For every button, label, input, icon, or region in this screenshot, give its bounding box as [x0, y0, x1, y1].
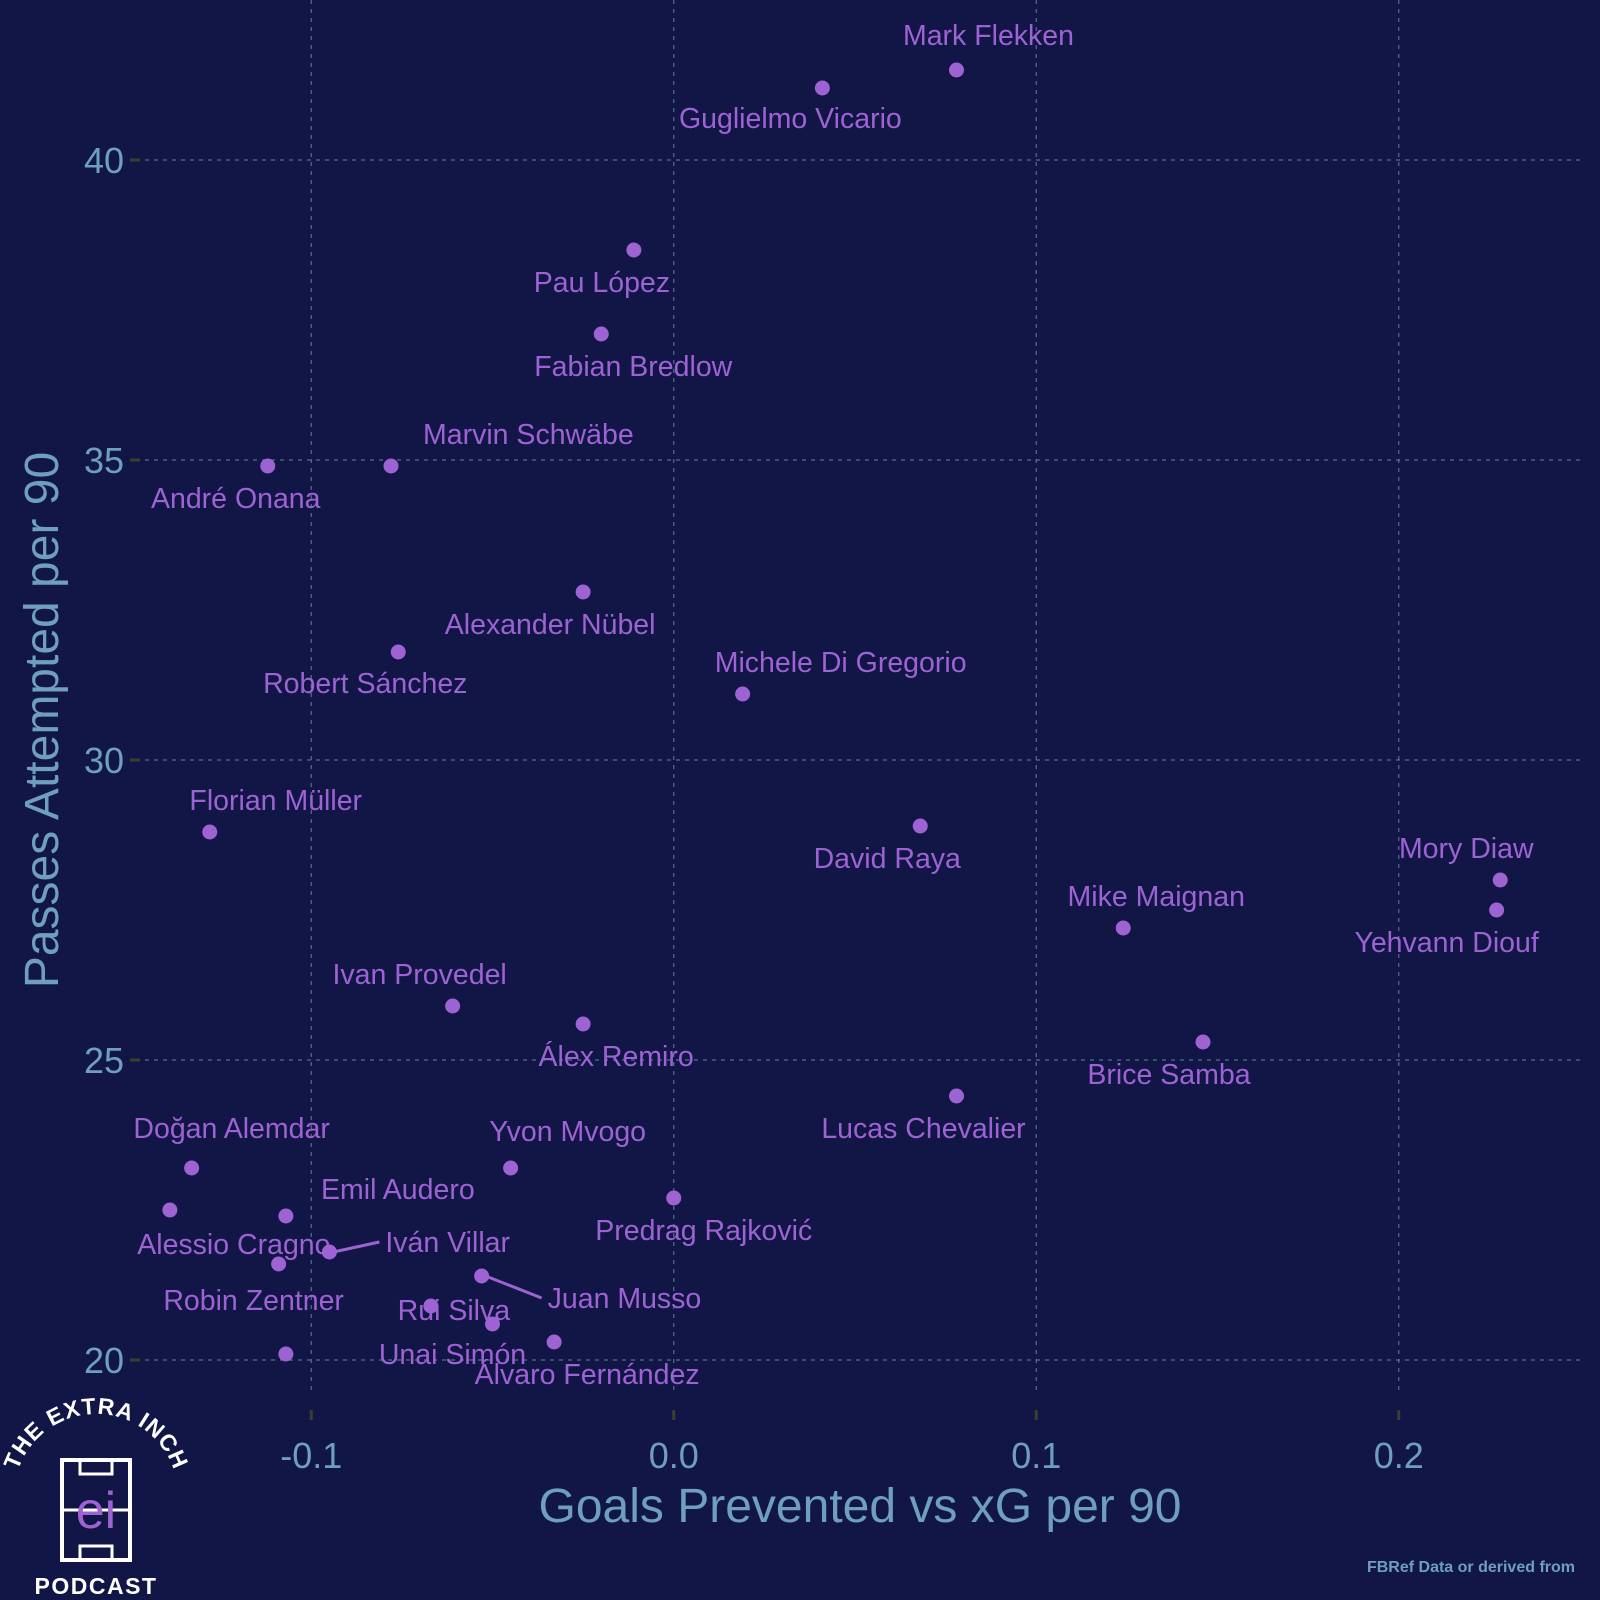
data-point [814, 80, 830, 96]
data-point [162, 1202, 178, 1218]
y-tick-label: 20 [84, 1340, 124, 1381]
data-point [666, 1190, 682, 1206]
logo-pitch-icon: ei [60, 1458, 132, 1562]
point-label: Pau López [534, 267, 670, 299]
point-label: Álex Remiro [539, 1041, 694, 1073]
point-label: Emil Audero [321, 1174, 475, 1206]
data-point [503, 1160, 519, 1176]
source-caption: FBRef Data or derived from [1367, 1559, 1575, 1576]
point-label: Alessio Cragno [137, 1229, 330, 1261]
x-tick-label: -0.1 [280, 1435, 342, 1476]
point-label: Unai Simón [379, 1339, 526, 1371]
data-point [575, 1016, 591, 1032]
logo-bottom-text: PODCAST [35, 1573, 158, 1599]
point-label: Juan Musso [548, 1283, 702, 1315]
point-label: Robin Zentner [163, 1285, 344, 1317]
y-tick-label: 40 [84, 140, 124, 181]
point-label: Alexander Nübel [445, 609, 656, 641]
point-label: David Raya [814, 843, 961, 875]
point-label: Ivan Provedel [332, 959, 506, 991]
point-label: Predrag Rajković [595, 1215, 812, 1247]
data-point [485, 1316, 500, 1332]
data-point [735, 686, 751, 702]
point-label: Álvaro Fernández [475, 1359, 700, 1391]
data-point [949, 1088, 964, 1104]
point-label: Fabian Bredlow [534, 351, 732, 383]
axis-ticks: -0.1 0.0 0.1 0.2 20 25 30 35 40 [84, 140, 1424, 1476]
x-tick-label: 0.2 [1374, 1435, 1424, 1476]
point-label: Doğan Alemdar [133, 1113, 330, 1145]
point-label: Robert Sánchez [263, 668, 467, 700]
point-labels: Mark Flekken Guglielmo Vicario Pau López Fa… [133, 20, 1538, 1391]
label-leaders [333, 1240, 543, 1300]
data-point [321, 1244, 337, 1260]
data-point [1195, 1034, 1211, 1050]
y-tick-label: 30 [84, 740, 124, 781]
data-point [260, 458, 276, 474]
data-point [593, 326, 609, 342]
point-label: Yvon Mvogo [489, 1116, 646, 1148]
data-point [445, 998, 461, 1014]
data-point [1492, 872, 1508, 888]
data-point [912, 818, 928, 834]
point-label: Mark Flekken [903, 20, 1074, 52]
data-point [546, 1334, 562, 1350]
label-leader-line [485, 1274, 543, 1300]
point-label: André Onana [151, 483, 321, 515]
label-leader-line [333, 1240, 380, 1254]
data-point [278, 1346, 294, 1362]
x-tick-label: 0.1 [1011, 1435, 1061, 1476]
point-label: Michele Di Gregorio [715, 647, 967, 679]
data-point [423, 1298, 439, 1314]
data-point [278, 1208, 294, 1224]
point-label: Mike Maignan [1068, 881, 1245, 913]
data-point [271, 1256, 287, 1272]
x-axis-title: Goals Prevented vs xG per 90 [539, 1480, 1182, 1533]
point-label: Iván Villar [385, 1227, 510, 1259]
data-point [626, 242, 642, 258]
data-points [162, 62, 1508, 1362]
point-label: Brice Samba [1087, 1059, 1250, 1091]
data-point [949, 62, 964, 78]
data-point [575, 584, 591, 600]
data-point [474, 1268, 490, 1284]
point-label: Lucas Chevalier [821, 1113, 1026, 1145]
data-point [383, 458, 399, 474]
data-point [202, 824, 218, 840]
y-tick-label: 25 [84, 1040, 124, 1081]
data-point [184, 1160, 200, 1176]
point-label: Guglielmo Vicario [679, 103, 902, 135]
point-label: Mory Diaw [1399, 833, 1534, 865]
data-point [1115, 920, 1131, 936]
y-tick-label: 35 [84, 440, 124, 481]
logo-mark: ei [76, 1482, 116, 1540]
grid [145, 0, 1580, 1390]
data-point [1489, 902, 1505, 918]
x-tick-label: 0.0 [649, 1435, 699, 1476]
data-point [390, 644, 406, 660]
point-label: Marvin Schwäbe [423, 419, 634, 451]
point-label: Yehvann Diouf [1354, 927, 1538, 959]
point-label: Rui Silva [398, 1295, 511, 1327]
point-label: Florian Müller [189, 785, 362, 817]
y-axis-title: Passes Attempted per 90 [16, 452, 69, 988]
